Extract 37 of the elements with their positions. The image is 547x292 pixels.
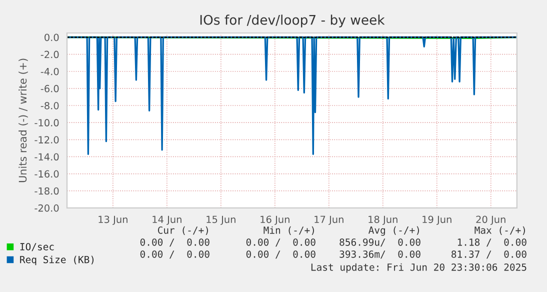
line-series [67,36,517,155]
text: Last update: Fri Jun 20 23:30:06 2025 [311,263,526,273]
x-tick-label: 18 Jun [368,216,398,225]
text: 0.00 / 0.00 [140,250,210,259]
y-tick-label: -16.0 [34,170,59,178]
y-tick-label: -4.0 [40,68,59,76]
text: 856.99u/ 0.00 [340,238,420,247]
y-tick-label: -8.0 [40,102,59,110]
y-tick-label: -14.0 [34,153,59,161]
x-tick-label: 19 Jun [422,216,452,225]
text: 81.37 / 0.00 [452,250,526,259]
y-tick-label: -6.0 [40,84,59,92]
legend-label: IO/sec [20,243,54,252]
text: 1.18 / 0.00 [458,238,526,247]
y-tick-label: 0.0 [44,34,59,42]
text: 393.36m/ 0.00 [340,250,420,259]
y-tick-label: -10.0 [34,119,59,126]
text: 0.00 / 0.00 [246,250,316,259]
x-tick-label: 14 Jun [152,216,182,225]
y-tick-label: -18.0 [34,187,59,195]
x-tick-label: 20 Jun [476,216,506,225]
x-tick-label: 15 Jun [206,216,236,225]
text: 0.00 / 0.00 [140,238,210,247]
x-tick-label: 13 Jun [98,216,128,225]
x-tick-label: 16 Jun [260,216,290,225]
chart-title: IOs for /dev/loop7 - by week [200,14,385,28]
y-axis-title: Units read (-) / write (+) [18,58,28,182]
text: Max (-/+) [474,226,525,235]
legend-label: Req Size (KB) [20,256,94,266]
y-tick-label: -2.0 [40,50,59,58]
text: 0.00 / 0.00 [246,238,316,247]
text: Cur (-/+) [158,226,208,235]
y-tick-label: -12.0 [34,136,59,144]
x-tick-label: 17 Jun [314,216,344,225]
text: Min (-/+) [264,226,314,235]
text: Avg (-/+) [368,226,419,236]
y-tick-label: -20.0 [34,204,59,212]
